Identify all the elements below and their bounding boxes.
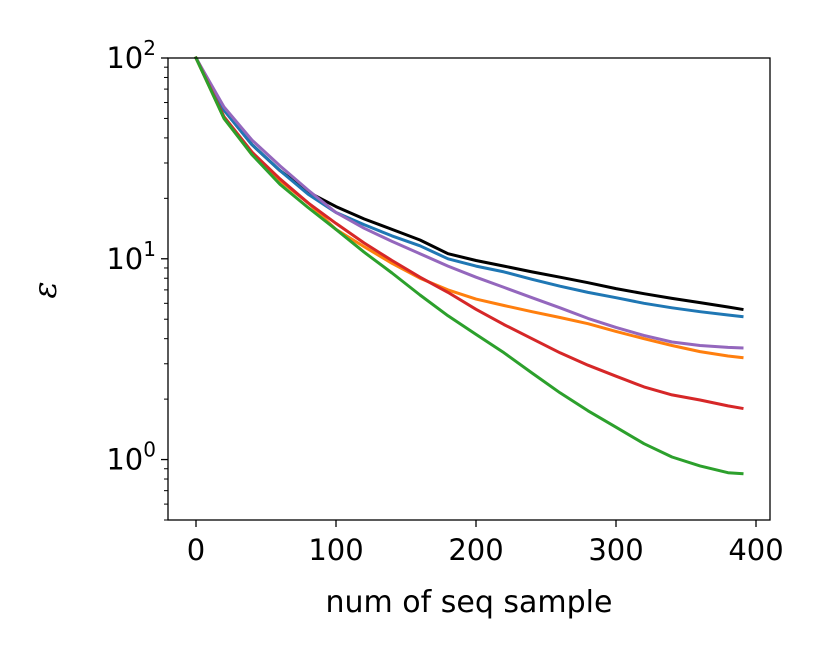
y-tick-label: 101 xyxy=(106,237,156,276)
x-axis-label: num of seq sample xyxy=(326,585,613,620)
series-line-purple xyxy=(193,55,744,350)
x-tick-label: 0 xyxy=(187,533,205,567)
y-major-ticks: 100 101 102 xyxy=(106,36,168,477)
x-tick-label: 400 xyxy=(728,533,783,567)
x-tick-label: 300 xyxy=(588,533,643,567)
y-minor-ticks xyxy=(164,66,168,521)
x-ticks: 0 100 200 300 400 xyxy=(187,520,784,567)
plot-background xyxy=(168,58,770,520)
series-line-green xyxy=(194,56,744,476)
series-line-blue xyxy=(193,55,744,319)
series-line-red xyxy=(194,56,744,411)
x-tick-label: 100 xyxy=(308,533,363,567)
y-tick-label: 100 xyxy=(106,438,156,477)
y-axis-label: ε xyxy=(26,281,64,298)
y-tick-label: 102 xyxy=(106,36,156,75)
plot-frame xyxy=(167,57,771,521)
series-lines xyxy=(193,55,744,476)
x-tick-label: 200 xyxy=(448,533,503,567)
